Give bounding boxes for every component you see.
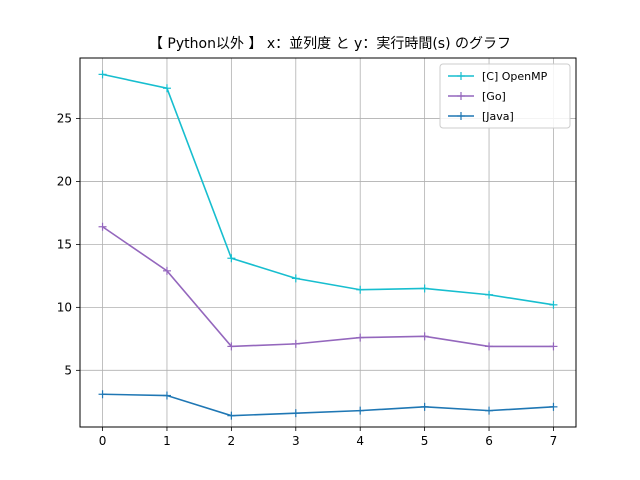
- x-tick-label: 1: [163, 434, 171, 448]
- y-tick-label: 10: [57, 300, 72, 314]
- legend-box: [439, 63, 571, 129]
- data-point: [291, 274, 300, 283]
- axis-ticks: 0 1 2 3 4 5 6 7 5 10 15 20 25: [57, 111, 558, 448]
- series-layer: [98, 70, 558, 420]
- y-tick-label: 25: [57, 111, 72, 125]
- data-point: [98, 222, 107, 231]
- data-point: [420, 402, 429, 411]
- data-point: [485, 342, 494, 351]
- y-tick-label: 20: [57, 174, 72, 188]
- data-point: [356, 285, 365, 294]
- data-point: [420, 284, 429, 293]
- x-tick-label: 5: [421, 434, 429, 448]
- x-tick-label: 6: [485, 434, 493, 448]
- legend-label: [C] OpenMP: [482, 70, 548, 83]
- data-point: [162, 391, 171, 400]
- data-point: [162, 84, 171, 93]
- y-tick-label: 5: [64, 363, 72, 377]
- data-point: [98, 70, 107, 79]
- data-point: [227, 254, 236, 263]
- x-tick-label: 7: [550, 434, 558, 448]
- data-point: [291, 339, 300, 348]
- legend-label: [Java]: [482, 110, 514, 123]
- x-tick-label: 3: [292, 434, 300, 448]
- data-point: [162, 266, 171, 275]
- series-line: [102, 393, 554, 417]
- data-point: [549, 402, 558, 411]
- data-point: [227, 342, 236, 351]
- x-tick-label: 4: [356, 434, 364, 448]
- legend-label: [Go]: [482, 90, 506, 103]
- chart-title: 【 Python以外 】 x：並列度 と y：実行時間(s) のグラフ: [149, 36, 511, 52]
- series-line: [102, 226, 554, 348]
- series-0: [98, 70, 558, 309]
- legend-item: [Java]: [448, 110, 514, 123]
- plot-area: [79, 57, 577, 428]
- series-1: [98, 222, 558, 351]
- data-point: [549, 342, 558, 351]
- data-point: [420, 332, 429, 341]
- legend-item: [C] OpenMP: [448, 70, 548, 83]
- legend-item: [Go]: [448, 90, 506, 103]
- x-tick-label: 0: [99, 434, 107, 448]
- data-point: [549, 300, 558, 309]
- y-tick-label: 15: [57, 237, 72, 251]
- data-point: [485, 406, 494, 415]
- series-2: [98, 390, 558, 420]
- data-point: [291, 409, 300, 418]
- data-point: [98, 390, 107, 399]
- x-tick-label: 2: [228, 434, 236, 448]
- series-line: [102, 73, 554, 306]
- legend: [C] OpenMP [Go] [Java]: [439, 63, 571, 129]
- data-point: [356, 333, 365, 342]
- data-point: [485, 290, 494, 299]
- data-point: [356, 406, 365, 415]
- data-point: [227, 411, 236, 420]
